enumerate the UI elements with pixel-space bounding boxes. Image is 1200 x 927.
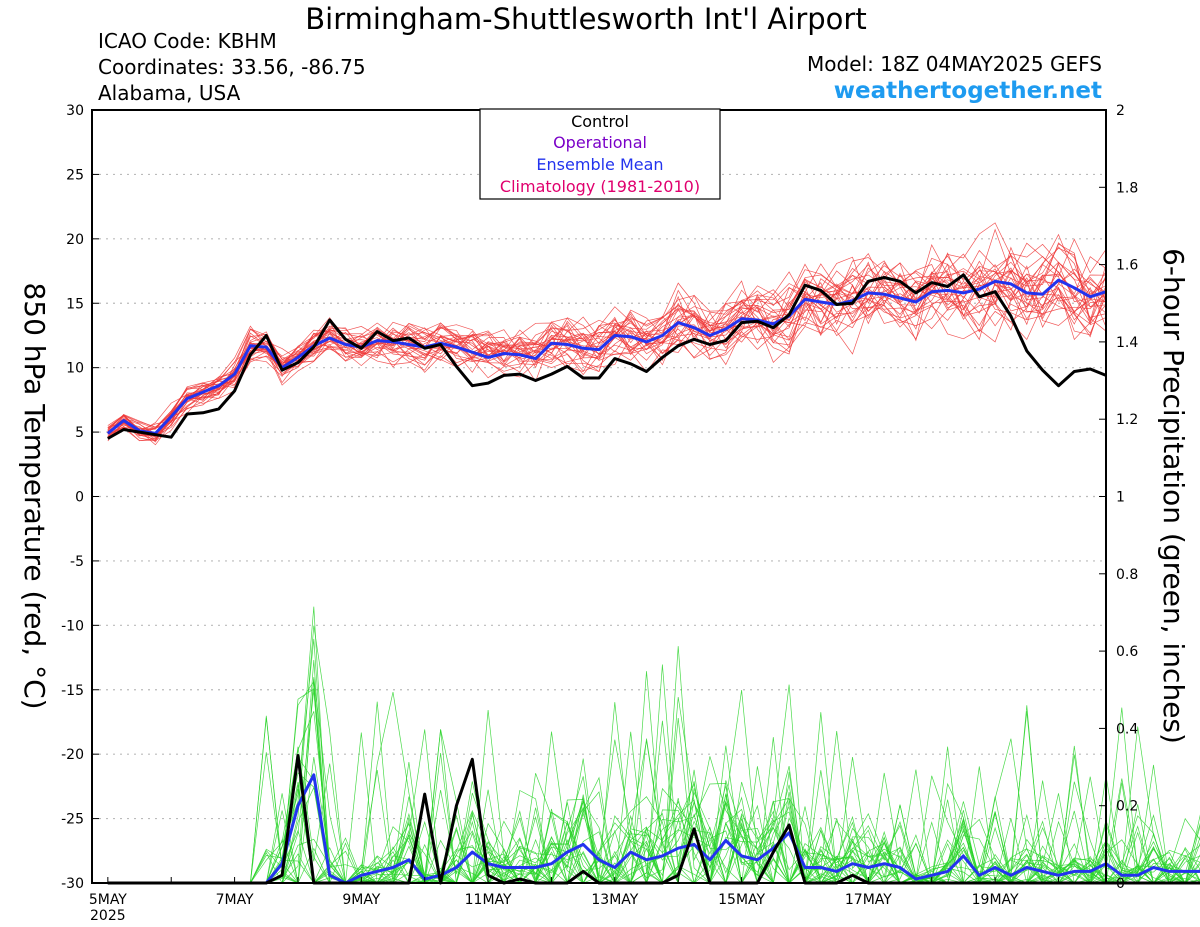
right-tick-label: 1.4: [1116, 335, 1138, 351]
precipitation-member-line: [107, 664, 1200, 884]
temperature-member-line: [107, 222, 1107, 429]
left-tick-label: -25: [61, 812, 84, 828]
control-temperature-line: [107, 273, 1107, 440]
ensemble-mean-precipitation-line: [107, 773, 1200, 885]
right-tick-label: 1.2: [1116, 412, 1138, 428]
legend-climatology: Climatology (1981-2010): [500, 177, 700, 196]
region: Alabama, USA: [98, 81, 241, 105]
left-tick-label: 25: [66, 167, 84, 183]
left-tick-label: 20: [66, 232, 84, 248]
right-y-axis: 0 0.2 0.4 0.6 0.8 1 1.2 1.4 1.6 1.8 2: [1099, 103, 1138, 892]
temperature-member-line: [107, 271, 1107, 439]
precipitation-member-line: [107, 606, 1200, 885]
x-tick-label: 15MAY: [718, 892, 765, 908]
right-tick-label: 0.6: [1116, 644, 1138, 660]
x-tick-label: 17MAY: [845, 892, 892, 908]
right-tick-label: 1.8: [1116, 180, 1138, 196]
right-axis-label: 6-hour Precipitation (green, inches): [1157, 248, 1190, 744]
x-tick-label: 11MAY: [465, 892, 512, 908]
temperature-member-line: [107, 269, 1107, 431]
right-tick-label: 1: [1116, 490, 1125, 506]
x-tick-label: 19MAY: [972, 892, 1019, 908]
x-tick-label: 7MAY: [216, 892, 254, 908]
temperature-member-line: [107, 263, 1107, 442]
right-tick-label: 0.8: [1116, 567, 1138, 583]
left-tick-label: 5: [75, 425, 84, 441]
left-tick-label: -5: [70, 554, 84, 570]
precipitation-member-line: [107, 701, 1200, 885]
temperature-member-line: [107, 283, 1107, 437]
legend-operational: Operational: [553, 133, 647, 152]
left-tick-label: 0: [75, 490, 84, 506]
chart-title: Birmingham-Shuttlesworth Int'l Airport: [305, 2, 866, 36]
precipitation-member-line: [107, 729, 1200, 885]
coordinates: Coordinates: 33.56, -86.75: [98, 55, 366, 79]
left-tick-label: 30: [66, 103, 84, 119]
right-tick-label: 2: [1116, 103, 1125, 119]
ensemble-members: [107, 222, 1200, 885]
x-tick-label: 13MAY: [591, 892, 638, 908]
left-tick-label: -10: [61, 618, 84, 634]
legend: Control Operational Ensemble Mean Climat…: [479, 108, 721, 200]
right-tick-label: 0: [1116, 876, 1125, 892]
left-y-axis: -30 -25 -20 -15 -10 -5 0 5 10 15 20 25 30: [61, 103, 99, 892]
legend-box: [479, 108, 721, 200]
left-tick-label: -20: [61, 747, 84, 763]
right-tick-label: 0.4: [1116, 721, 1138, 737]
x-tick-label: 5MAY: [89, 892, 127, 908]
x-axis: 5MAY 7MAY 9MAY 11MAY 13MAY 15MAY 17MAY 19MAY 202…: [89, 877, 1059, 924]
x-year-label: 2025: [90, 908, 126, 924]
icao-code: ICAO Code: KBHM: [98, 29, 277, 53]
left-tick-label: -30: [61, 876, 84, 892]
temperature-member-line: [107, 238, 1107, 442]
legend-ensemble-mean: Ensemble Mean: [536, 155, 663, 174]
ensemble-mean-temperature-line: [106, 278, 1107, 435]
left-axis-label: 850 hPa Temperature (red, °C): [18, 282, 51, 709]
precipitation-member-line: [107, 679, 1200, 884]
precipitation-member-line: [107, 659, 1200, 885]
grid-lines: [92, 173, 1106, 820]
right-tick-label: 0.2: [1116, 799, 1138, 815]
precipitation-member-line: [107, 711, 1200, 884]
precipitation-member-line: [107, 689, 1200, 885]
left-tick-label: 15: [66, 296, 84, 312]
left-tick-label: 10: [66, 361, 84, 377]
left-tick-label: -15: [61, 683, 84, 699]
precipitation-member-line: [107, 711, 1200, 885]
model-run: Model: 18Z 04MAY2025 GEFS: [807, 52, 1102, 76]
legend-control: Control: [571, 112, 629, 131]
x-tick-label: 9MAY: [342, 892, 380, 908]
temperature-member-line: [107, 260, 1107, 437]
precipitation-member-line: [107, 726, 1200, 885]
site-link[interactable]: weathertogether.net: [834, 78, 1102, 104]
right-tick-label: 1.6: [1116, 258, 1138, 274]
temperature-member-line: [107, 257, 1107, 437]
